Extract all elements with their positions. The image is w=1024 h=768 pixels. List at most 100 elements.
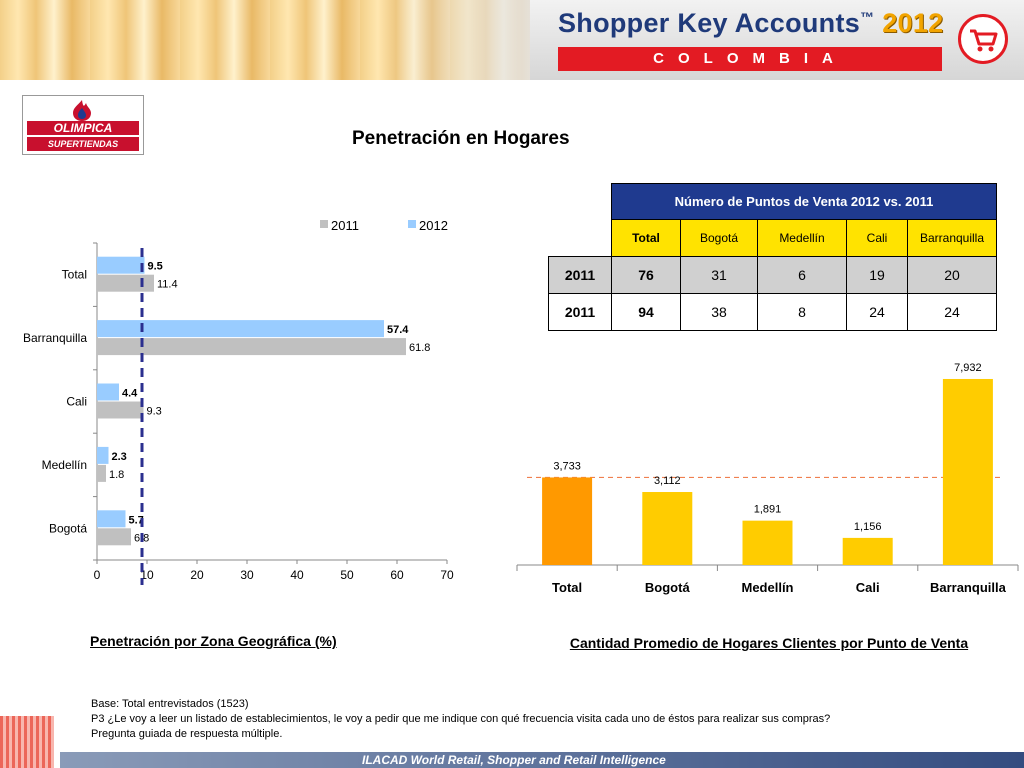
data-label-2011: 9.3 [147,406,162,418]
right-chart-caption: Cantidad Promedio de Hogares Clientes po… [569,635,969,651]
table-row: 2011 76 31 6 19 20 [548,255,997,294]
x-tick-label: Total [552,580,582,595]
bar-2011 [97,401,144,419]
column-bar [942,378,993,565]
column-bar [842,537,893,565]
banner-title: Shopper Key Accounts™ 2012 [558,8,943,39]
bar-2011 [97,274,154,292]
data-label-2012: 57.4 [387,324,409,336]
y-tick-label: Total [62,268,87,282]
footnote-question: P3 ¿Le voy a leer un listado de establec… [91,713,831,725]
data-label-2011: 61.8 [409,342,430,354]
table-cell: 20 [907,255,997,294]
bar-2012 [97,256,145,274]
table-row: 2011 94 38 8 24 24 [548,292,997,331]
x-tick-label: 40 [290,568,304,582]
penetration-bar-chart: 2011 2012 0 10 20 30 40 50 60 70 Total Barranquill… [23,218,454,585]
data-label: 3,112 [654,475,681,487]
households-column-chart: Total Bogotá Medellín Cali Barranquilla 3,73… [516,362,1019,595]
column-header: Bogotá [680,219,758,257]
chart-axes: Total Bogotá Medellín Cali Barranquilla [516,564,1019,595]
table-cell: 19 [846,255,908,294]
footer-logo [0,716,54,768]
table-cell: 94 [611,292,681,331]
table-cell: 76 [611,255,681,294]
store-count-table: Número de Puntos de Venta 2012 vs. 2011 … [548,183,997,331]
page-title: Penetración en Hogares [352,128,570,149]
table-cell: 38 [680,292,758,331]
row-year: 2011 [548,255,612,294]
table-corner [549,220,612,257]
x-tick-label: Cali [856,580,880,595]
chart-data-labels: 3,733 3,112 1,891 1,156 7,932 [553,362,981,533]
top-banner: Shopper Key Accounts™ 2012 COLOMBIA [0,0,1024,80]
x-tick-label: Barranquilla [930,580,1007,595]
footnote-type: Pregunta guiada de respuesta múltiple. [91,728,283,740]
table-cell: 6 [757,255,847,294]
column-bar [542,477,593,565]
chart-data-labels: 9.511.457.461.84.49.32.31.85.76.8 [109,261,430,545]
table-corner [549,184,612,220]
column-bar [742,520,793,565]
legend-label-2012: 2012 [419,218,448,233]
footer-text: ILACAD World Retail, Shopper and Retail … [362,753,666,767]
banner-title-tm: ™ [860,9,875,25]
bar-2012 [97,383,119,401]
table-header-row: Total Bogotá Medellín Cali Barranquilla [549,219,997,257]
data-label: 1,891 [754,504,782,516]
column-header: Barranquilla [907,219,997,257]
x-tick-label: 30 [240,568,254,582]
x-tick-label: 20 [190,568,204,582]
legend-label-2011: 2011 [331,218,359,233]
banner-title-main: Shopper Key Accounts [558,8,861,38]
x-tick-label: Medellín [741,580,793,595]
column-header: Total [611,219,681,257]
legend-swatch-2011 [320,220,328,228]
table-cell: 8 [757,292,847,331]
shopping-cart-icon [958,14,1008,64]
bar-2011 [97,464,106,482]
table-cell: 31 [680,255,758,294]
banner-fade [380,0,550,80]
x-tick-label: 60 [390,568,404,582]
data-label-2012: 9.5 [148,261,163,273]
chart-bars [97,256,406,546]
banner-title-year: 2012 [882,8,944,38]
bar-2012 [97,320,384,338]
bar-2012 [97,510,126,528]
left-chart-caption: Penetración por Zona Geográfica (%) [90,633,337,649]
bar-2011 [97,338,406,356]
footnote-base: Base: Total entrevistados (1523) [91,698,249,710]
column-header: Medellín [757,219,847,257]
x-tick-label: 70 [440,568,454,582]
y-tick-label: Medellín [42,458,87,472]
chart-legend: 2011 2012 [320,218,448,233]
x-tick-label: Bogotá [645,580,691,595]
table-cell: 24 [907,292,997,331]
table-cell: 24 [846,292,908,331]
chart-axes: 0 10 20 30 40 50 60 70 Total Barranquilla Cali Mede… [23,242,454,582]
x-tick-label: 10 [140,568,154,582]
logo-name: OLIMPICA [27,121,139,135]
bar-2011 [97,528,131,546]
data-label: 7,932 [954,362,982,374]
data-label: 1,156 [854,521,882,533]
table-title: Número de Puntos de Venta 2012 vs. 2011 [611,183,997,220]
bar-2012 [97,446,109,464]
legend-swatch-2012 [408,220,416,228]
logo-tagline: SUPERTIENDAS [27,137,139,151]
table-title-row: Número de Puntos de Venta 2012 vs. 2011 [549,183,997,220]
y-tick-label: Bogotá [49,521,87,535]
footnotes: Base: Total entrevistados (1523) P3 ¿Le … [91,697,830,742]
row-year: 2011 [548,292,612,331]
data-label-2011: 11.4 [157,279,178,291]
olimpica-logo: OLIMPICA SUPERTIENDAS [22,95,144,155]
data-label-2012: 2.3 [112,451,127,463]
data-label: 3,733 [553,460,581,472]
shopping-cart-icon-svg [970,29,998,52]
data-label-2011: 1.8 [109,469,124,481]
data-label-2012: 5.7 [129,514,144,526]
x-tick-label: 0 [94,568,101,582]
y-tick-label: Barranquilla [23,331,87,345]
chart-bars [542,378,993,565]
